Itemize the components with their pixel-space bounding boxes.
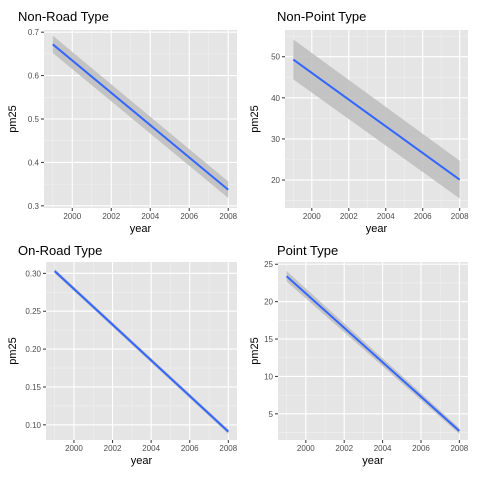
y-axis-label: pm25: [7, 337, 19, 365]
y-tick-label: 0.20: [25, 345, 41, 354]
y-tick-label: 30: [271, 135, 280, 144]
x-tick-label: 2006: [180, 212, 198, 221]
y-tick-label: 25: [264, 260, 273, 269]
y-tick-label: 0.25: [25, 307, 41, 316]
panel-title: Point Type: [277, 243, 338, 258]
y-axis-label: pm25: [249, 337, 261, 365]
y-tick-label: 0.4: [28, 158, 40, 167]
y-tick-label: 0.10: [25, 421, 41, 430]
x-axis-label: year: [366, 223, 388, 235]
y-tick-label: 40: [271, 94, 280, 103]
y-tick-label: 0.6: [28, 72, 40, 81]
x-tick-label: 2000: [63, 212, 81, 221]
y-tick-label: 10: [264, 372, 273, 381]
x-tick-label: 2006: [414, 212, 432, 221]
x-tick-label: 2002: [104, 444, 122, 453]
x-tick-label: 2002: [102, 212, 120, 221]
x-axis-label: year: [130, 223, 152, 235]
y-tick-label: 0.30: [25, 269, 41, 278]
chart-panel-3: 2000 2002 2004 2006 2008 0.10 0.15 0.20 0.25 0.30…: [7, 243, 238, 467]
y-tick-label: 15: [264, 335, 273, 344]
y-axis-label: pm25: [7, 105, 19, 133]
x-tick-label: 2006: [412, 444, 430, 453]
x-tick-label: 2004: [141, 212, 159, 221]
y-tick-label: 20: [264, 298, 273, 307]
x-tick-label: 2002: [340, 212, 358, 221]
y-tick-label: 0.15: [25, 383, 41, 392]
x-tick-label: 2008: [219, 212, 237, 221]
y-tick-label: 20: [271, 176, 280, 185]
y-tick-label: 0.7: [28, 28, 40, 37]
x-tick-label: 2002: [335, 444, 353, 453]
x-tick-label: 2008: [450, 444, 468, 453]
x-tick-label: 2008: [219, 444, 237, 453]
x-tick-label: 2004: [377, 212, 395, 221]
y-tick-label: 50: [271, 53, 280, 62]
chart-panel-1: 2000 2002 2004 2006 2008 0.3 0.4 0.5 0.6 0.7 year p…: [7, 9, 238, 235]
x-tick-label: 2000: [297, 444, 315, 453]
panel-title: Non-Point Type: [277, 9, 366, 24]
x-tick-label: 2004: [142, 444, 160, 453]
x-tick-label: 2000: [65, 444, 83, 453]
x-axis-label: year: [362, 455, 384, 467]
chart-panel-2: 2000 2002 2004 2006 2008 20 30 40 50 year pm25 Non-…: [249, 9, 469, 235]
chart-panel-4: 2000 2002 2004 2006 2008 5 10 15 20 25 year pm25 Poi…: [249, 243, 469, 467]
x-tick-label: 2000: [303, 212, 321, 221]
panel-title: Non-Road Type: [18, 9, 109, 24]
y-tick-label: 0.3: [28, 202, 40, 211]
y-tick-label: 0.5: [28, 115, 40, 124]
x-axis-label: year: [131, 455, 153, 467]
panel-title: On-Road Type: [18, 243, 102, 258]
x-tick-label: 2008: [451, 212, 469, 221]
x-tick-label: 2004: [374, 444, 392, 453]
y-axis-label: pm25: [249, 105, 261, 133]
y-tick-label: 5: [269, 410, 274, 419]
x-tick-label: 2006: [181, 444, 199, 453]
